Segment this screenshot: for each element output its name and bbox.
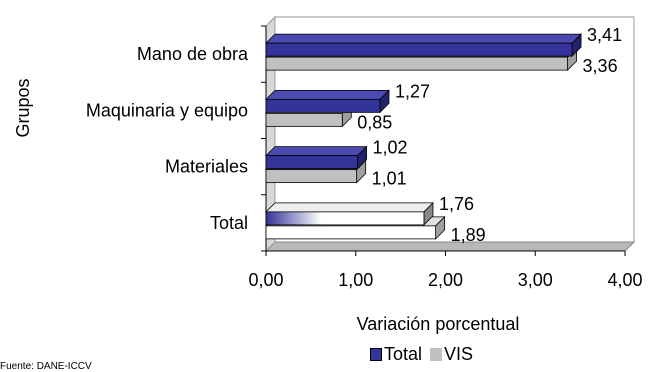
category-label: Materiales xyxy=(165,157,248,177)
data-label-total: 1,76 xyxy=(439,194,474,214)
data-label-total: 1,27 xyxy=(395,81,430,101)
legend: Total VIS xyxy=(370,344,473,365)
bar-total xyxy=(265,211,425,226)
legend-item-vis: VIS xyxy=(430,344,473,365)
data-label-vis: 0,85 xyxy=(357,112,392,132)
x-tick-label: 4,00 xyxy=(607,270,642,290)
x-tick-label: 2,00 xyxy=(428,270,463,290)
category-label: Total xyxy=(210,213,248,233)
legend-label-vis: VIS xyxy=(444,344,474,364)
bar-total xyxy=(265,155,358,170)
x-axis-title: Variación porcentual xyxy=(357,314,520,334)
bar-total xyxy=(265,42,573,57)
category-label: Mano de obra xyxy=(137,44,249,64)
x-tick-label: 3,00 xyxy=(518,270,553,290)
bar-vis xyxy=(265,56,568,71)
x-tick-label: 1,00 xyxy=(338,270,373,290)
legend-swatch-vis xyxy=(430,348,443,361)
data-label-vis: 1,01 xyxy=(372,169,407,189)
bar-total-top xyxy=(265,146,368,157)
bar-vis xyxy=(265,225,437,240)
bar-vis xyxy=(265,169,358,184)
data-label-vis: 1,89 xyxy=(451,225,486,245)
legend-item-total: Total xyxy=(370,344,422,365)
legend-label-total: Total xyxy=(384,344,423,364)
bar-vis xyxy=(265,112,343,127)
bar-total-top xyxy=(265,33,583,44)
data-label-total: 1,02 xyxy=(373,138,408,158)
y-axis-title: Grupos xyxy=(13,78,33,137)
x-tick-label: 0,00 xyxy=(248,270,283,290)
data-label-vis: 3,36 xyxy=(583,56,618,76)
source-note: Fuente: DANE-ICCV xyxy=(0,361,92,372)
legend-swatch-total xyxy=(370,348,382,361)
category-label: Maquinaria y equipo xyxy=(86,100,248,120)
bar-total-top xyxy=(265,202,434,213)
bar-total-top xyxy=(265,89,390,100)
bar-total xyxy=(265,98,381,113)
data-label-total: 3,41 xyxy=(587,25,622,45)
